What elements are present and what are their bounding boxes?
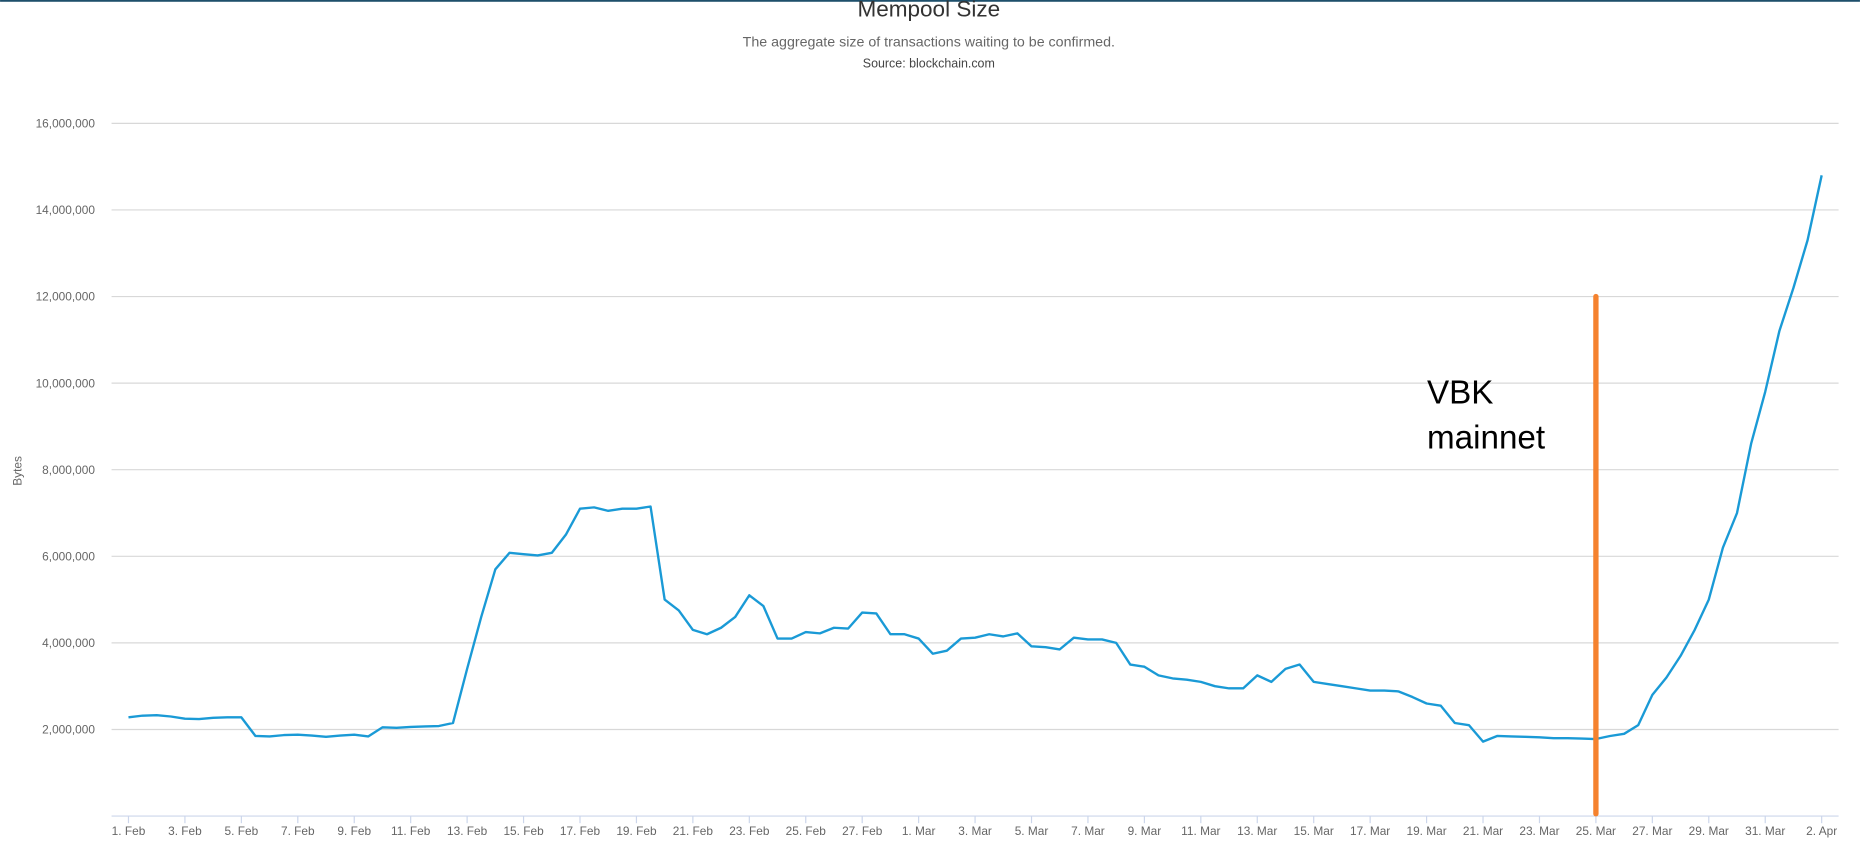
x-tick-label: 17. Mar [1350, 824, 1390, 838]
y-axis-label: Bytes [10, 456, 24, 486]
chart-title: Mempool Size [857, 0, 1000, 22]
annotation-text: mainnet [1427, 419, 1545, 456]
x-tick-label: 9. Feb [337, 824, 371, 838]
y-tick-label: 16,000,000 [36, 117, 96, 131]
y-tick-label: 6,000,000 [42, 549, 95, 563]
y-tick-label: 2,000,000 [42, 723, 95, 737]
y-tick-label: 4,000,000 [42, 636, 95, 650]
x-tick-label: 25. Feb [786, 824, 827, 838]
x-tick-label: 25. Mar [1576, 824, 1616, 838]
x-tick-label: 5. Feb [225, 824, 259, 838]
x-tick-label: 13. Mar [1237, 824, 1277, 838]
top-border [0, 0, 1860, 2]
y-tick-label: 10,000,000 [36, 376, 96, 390]
annotation-text: VBK [1427, 374, 1493, 411]
x-tick-label: 17. Feb [560, 824, 601, 838]
y-tick-label: 14,000,000 [36, 203, 96, 217]
x-tick-label: 19. Mar [1406, 824, 1446, 838]
x-tick-label: 23. Mar [1519, 824, 1559, 838]
data-line [128, 175, 1823, 743]
x-tick-label: 21. Mar [1463, 824, 1503, 838]
x-tick-label: 7. Feb [281, 824, 315, 838]
x-tick-label: 2. Apr [1806, 824, 1837, 838]
x-tick-label: 3. Feb [168, 824, 202, 838]
x-tick-label: 13. Feb [447, 824, 488, 838]
x-tick-label: 23. Feb [729, 824, 770, 838]
x-tick-label: 1. Mar [902, 824, 936, 838]
x-tick-label: 9. Mar [1128, 824, 1162, 838]
x-tick-label: 29. Mar [1689, 824, 1729, 838]
x-tick-label: 1. Feb [112, 824, 146, 838]
x-tick-label: 27. Mar [1632, 824, 1672, 838]
x-tick-label: 31. Mar [1745, 824, 1785, 838]
x-tick-label: 27. Feb [842, 824, 883, 838]
x-tick-label: 3. Mar [958, 824, 992, 838]
y-tick-label: 12,000,000 [36, 290, 96, 304]
x-tick-label: 11. Feb [391, 824, 431, 838]
x-tick-label: 5. Mar [1015, 824, 1049, 838]
x-tick-label: 15. Mar [1294, 824, 1334, 838]
x-tick-label: 11. Mar [1181, 824, 1220, 838]
x-tick-label: 15. Feb [503, 824, 544, 838]
y-tick-label: 8,000,000 [42, 463, 95, 477]
x-tick-label: 19. Feb [616, 824, 657, 838]
x-tick-label: 21. Feb [673, 824, 714, 838]
x-tick-label: 7. Mar [1071, 824, 1105, 838]
chart-source: Source: blockchain.com [863, 57, 995, 71]
chart-subtitle: The aggregate size of transactions waiti… [743, 34, 1115, 50]
